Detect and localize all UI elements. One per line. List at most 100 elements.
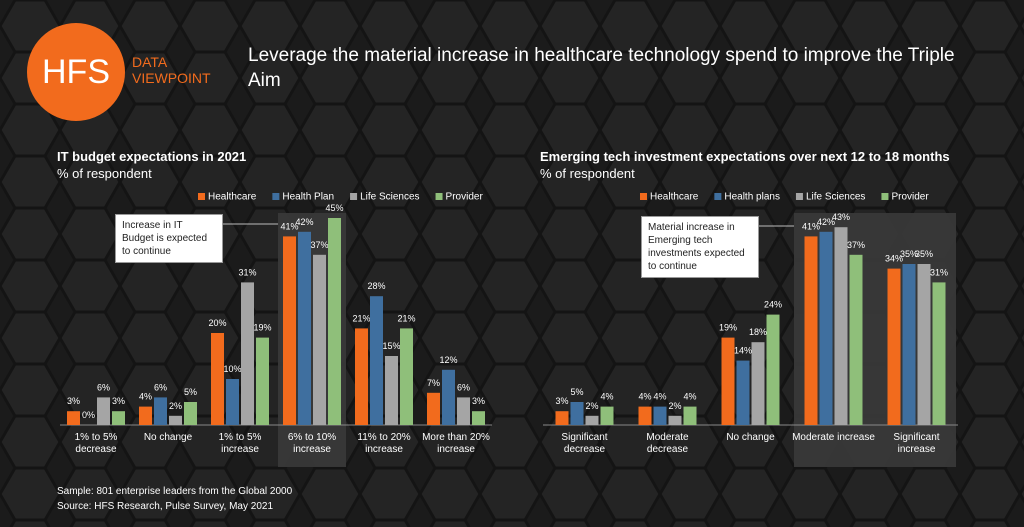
bar — [241, 282, 254, 425]
bar — [585, 415, 599, 425]
data-label: 45% — [325, 203, 343, 213]
logo: HFS — [42, 53, 110, 91]
bar — [804, 236, 818, 425]
data-label: 14% — [734, 346, 752, 356]
x-tick-label: 11% to 20% increase — [357, 432, 411, 455]
data-label: 42% — [295, 217, 313, 227]
bar — [256, 337, 269, 425]
bar — [819, 231, 833, 425]
data-label: 31% — [930, 267, 948, 277]
x-tick-label: No change — [726, 432, 775, 443]
chart-subtitle: % of respondent — [540, 166, 635, 181]
bar — [902, 264, 916, 425]
data-label: 6% — [457, 382, 470, 392]
logo-circle — [27, 23, 125, 121]
data-label: 4% — [683, 392, 696, 402]
data-label: 7% — [427, 378, 440, 388]
legend-swatch — [272, 193, 280, 200]
bar — [283, 236, 296, 425]
legend-label: Life Sciences — [360, 192, 419, 203]
x-tick-label: No change — [143, 432, 193, 443]
bar — [400, 328, 413, 425]
annotation: Increase in IT Budget is expected to con… — [115, 214, 223, 263]
data-label: 2% — [668, 401, 681, 411]
bar — [932, 282, 946, 425]
data-label: 4% — [653, 392, 666, 402]
data-label: 28% — [367, 281, 385, 291]
bar — [67, 411, 80, 425]
data-label: 42% — [817, 217, 835, 227]
bar — [570, 402, 584, 425]
data-label: 37% — [847, 240, 865, 250]
data-label: 31% — [238, 267, 256, 277]
legend-swatch — [640, 193, 647, 200]
bar — [442, 369, 455, 425]
bar — [653, 406, 667, 425]
x-tick-label: More than 20% increase — [422, 432, 490, 455]
bar — [600, 406, 614, 425]
data-label: 41% — [802, 221, 820, 231]
x-tick-label: 6% to 10% increase — [287, 432, 337, 455]
legend-label: Provider — [446, 192, 484, 203]
bar — [638, 406, 652, 425]
chart-title: Emerging tech investment expectations ov… — [540, 149, 950, 164]
bar — [298, 231, 311, 425]
bar — [834, 227, 848, 425]
bar — [139, 406, 152, 425]
bar — [555, 411, 569, 425]
x-tick-label: 1% to 5% decrease — [74, 432, 118, 455]
legend-swatch — [350, 193, 358, 200]
bar — [766, 314, 780, 425]
legend-label: Life Sciences — [806, 192, 865, 203]
data-label: 3% — [67, 396, 80, 406]
data-label: 5% — [184, 387, 197, 397]
bar — [736, 360, 750, 425]
data-label: 4% — [638, 392, 651, 402]
x-tick-label: Moderate increase — [792, 432, 875, 443]
footnote: Source: HFS Research, Pulse Survey, May … — [57, 501, 274, 512]
bar — [154, 397, 167, 425]
data-label: 19% — [253, 323, 271, 333]
data-label: 18% — [749, 327, 767, 337]
data-label: 37% — [310, 240, 328, 250]
legend-swatch — [795, 193, 803, 200]
data-label: 19% — [719, 323, 737, 333]
bar — [917, 264, 931, 425]
data-label: 21% — [352, 313, 370, 323]
bar — [427, 392, 440, 425]
bar — [751, 342, 765, 425]
legend-label: Provider — [891, 192, 929, 203]
bar — [169, 415, 182, 425]
data-label: 3% — [472, 396, 485, 406]
data-label: 24% — [764, 300, 782, 310]
data-label: 34% — [885, 254, 903, 264]
footnote: Sample: 801 enterprise leaders from the … — [57, 486, 293, 497]
bar — [721, 337, 735, 425]
data-label: 20% — [208, 318, 226, 328]
bar — [472, 411, 485, 425]
data-label: 6% — [154, 382, 167, 392]
bar — [313, 254, 326, 425]
bar — [226, 379, 239, 425]
data-label: 35% — [900, 249, 918, 259]
data-label: 35% — [915, 249, 933, 259]
chart-title: IT budget expectations in 2021 — [57, 149, 247, 164]
bar — [683, 406, 697, 425]
legend-swatch — [198, 193, 205, 200]
chart-subtitle: % of respondent — [57, 166, 152, 181]
bar — [112, 411, 125, 425]
bar — [184, 402, 197, 425]
bar — [849, 254, 863, 425]
data-label: 5% — [570, 387, 583, 397]
data-label: 3% — [555, 396, 568, 406]
data-label: 2% — [585, 401, 598, 411]
bar — [385, 356, 398, 425]
bar — [457, 397, 470, 425]
data-label: 10% — [223, 364, 241, 374]
legend-label: Healthcare — [650, 192, 699, 203]
data-label: 2% — [169, 401, 182, 411]
bar — [328, 218, 341, 425]
x-tick-label: 1% to 5% increase — [218, 432, 262, 455]
annotation: Material increase in Emerging tech inves… — [641, 216, 759, 278]
